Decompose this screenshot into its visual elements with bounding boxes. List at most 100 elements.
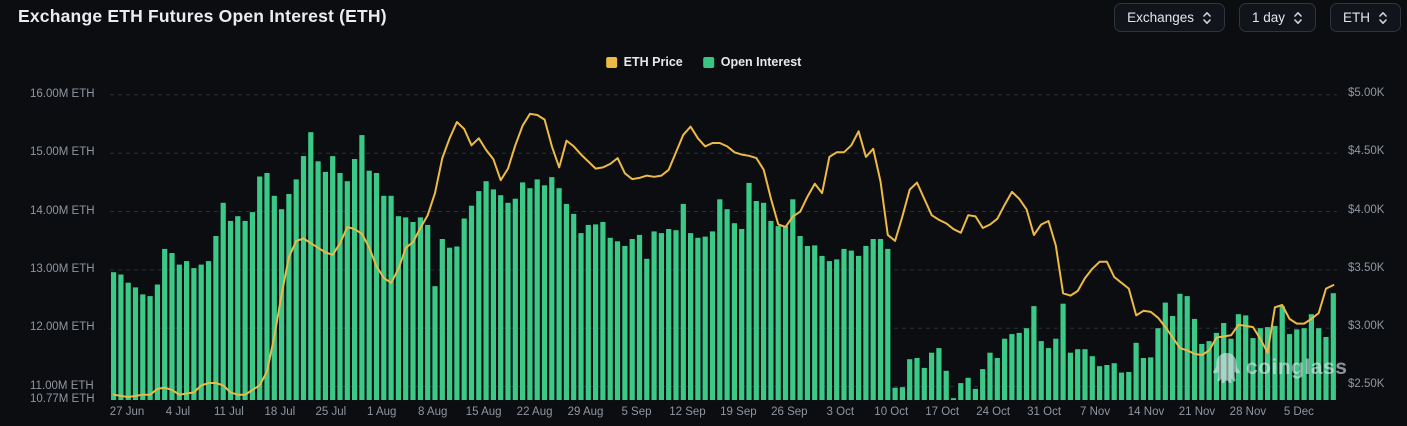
oi-bar bbox=[1191, 318, 1198, 400]
oi-bar bbox=[790, 199, 796, 400]
x-axis-label: 25 Jul bbox=[315, 406, 347, 418]
oi-bar bbox=[271, 195, 277, 400]
interval-select[interactable]: 1 day bbox=[1238, 3, 1316, 32]
x-axis-label: 10 Oct bbox=[874, 406, 909, 418]
oi-bar bbox=[556, 188, 562, 400]
oi-bar bbox=[1111, 363, 1117, 400]
oi-bar bbox=[636, 234, 643, 400]
oi-bar bbox=[432, 286, 438, 400]
oi-bar bbox=[1082, 349, 1088, 400]
oi-bar bbox=[279, 209, 285, 400]
oi-bar bbox=[1140, 358, 1146, 400]
oi-bar bbox=[286, 194, 292, 400]
x-axis-label: 8 Aug bbox=[417, 406, 448, 418]
oi-bar bbox=[1184, 296, 1190, 400]
y-axis-label-left: 11.00M ETH bbox=[30, 379, 94, 392]
oi-bar bbox=[337, 173, 343, 400]
y-axis-label-left: 12.00M ETH bbox=[30, 321, 95, 334]
oi-bar bbox=[235, 216, 241, 400]
oi-bar bbox=[731, 223, 737, 400]
oi-bar bbox=[1053, 338, 1059, 400]
oi-bar bbox=[585, 224, 591, 400]
oi-bar bbox=[658, 233, 664, 400]
oi-bar bbox=[264, 173, 270, 400]
oi-bar bbox=[1257, 328, 1263, 400]
y-axis-label-left: 10.77M ETH bbox=[30, 393, 95, 405]
oi-bar bbox=[176, 264, 182, 400]
oi-bar bbox=[352, 159, 358, 400]
currency-select[interactable]: ETH bbox=[1330, 3, 1401, 32]
oi-bar bbox=[293, 179, 299, 400]
chart-legend: ETH Price Open Interest bbox=[605, 55, 801, 69]
oi-bar bbox=[447, 247, 453, 400]
legend-item-eth-price[interactable]: ETH Price bbox=[605, 55, 683, 69]
oi-bar bbox=[425, 224, 431, 400]
x-axis-label: 14 Nov bbox=[1127, 406, 1165, 418]
oi-bar bbox=[184, 261, 190, 400]
y-axis-label-right: $3.00K bbox=[1348, 320, 1385, 333]
oi-bar bbox=[856, 255, 862, 400]
oi-bar bbox=[841, 248, 847, 400]
oi-bar bbox=[1199, 344, 1205, 400]
oi-bar bbox=[498, 195, 504, 400]
oi-bar bbox=[125, 282, 131, 400]
oi-bar bbox=[782, 226, 789, 400]
oi-bar bbox=[600, 222, 606, 400]
x-axis-label: 18 Jul bbox=[264, 406, 296, 418]
x-axis-label: 17 Oct bbox=[925, 406, 960, 418]
oi-bar bbox=[198, 264, 204, 400]
eth-price-swatch-icon bbox=[605, 56, 617, 68]
oi-bar bbox=[1279, 306, 1285, 400]
legend-label: ETH Price bbox=[623, 55, 683, 69]
oi-bar bbox=[1067, 352, 1073, 400]
oi-bar bbox=[1031, 306, 1037, 400]
oi-bar bbox=[593, 224, 599, 400]
y-axis-label-right: $4.50K bbox=[1348, 145, 1385, 158]
legend-item-open-interest[interactable]: Open Interest bbox=[702, 55, 801, 69]
oi-bar bbox=[958, 383, 964, 400]
interval-select-label: 1 day bbox=[1251, 10, 1285, 25]
oi-bar bbox=[213, 236, 219, 400]
oi-bar bbox=[132, 287, 139, 400]
oi-bar bbox=[527, 188, 533, 400]
exchanges-select[interactable]: Exchanges bbox=[1114, 3, 1225, 32]
oi-bar bbox=[761, 202, 767, 400]
oi-bar bbox=[322, 171, 328, 400]
oi-bar bbox=[468, 205, 475, 400]
oi-bar bbox=[359, 135, 365, 400]
x-axis-label: 28 Nov bbox=[1229, 406, 1267, 418]
oi-bar bbox=[717, 199, 723, 400]
y-axis-label-left: 14.00M ETH bbox=[30, 204, 95, 217]
oi-bar bbox=[1286, 334, 1293, 400]
oi-bar bbox=[1243, 315, 1249, 400]
x-axis-label: 26 Sep bbox=[771, 406, 808, 418]
open-interest-swatch-icon bbox=[702, 56, 714, 68]
oi-bar bbox=[111, 272, 117, 400]
oi-bar bbox=[1089, 356, 1095, 400]
oi-bar bbox=[1323, 337, 1329, 400]
oi-bar bbox=[688, 233, 694, 400]
oi-bar bbox=[476, 191, 482, 400]
oi-bar bbox=[563, 203, 569, 400]
oi-bar bbox=[549, 177, 555, 400]
oi-bar bbox=[410, 222, 416, 400]
oi-bar bbox=[622, 246, 628, 400]
oi-bar bbox=[936, 348, 942, 400]
oi-bar bbox=[490, 189, 496, 400]
oi-bar bbox=[205, 261, 212, 400]
oi-bar bbox=[1023, 328, 1030, 400]
x-axis-label: 1 Aug bbox=[367, 406, 397, 418]
oi-bar bbox=[929, 352, 935, 400]
oi-bar bbox=[227, 220, 234, 400]
oi-bar bbox=[848, 250, 854, 400]
oi-bar bbox=[1294, 329, 1300, 400]
oi-bar bbox=[308, 132, 314, 400]
oi-bar bbox=[1155, 328, 1161, 400]
oi-bar bbox=[1170, 316, 1176, 400]
y-axis-label-right: $5.00K bbox=[1348, 87, 1385, 99]
oi-bar bbox=[950, 398, 957, 400]
oi-bar bbox=[1272, 325, 1278, 400]
oi-bar bbox=[1038, 341, 1044, 400]
oi-bar bbox=[249, 212, 255, 400]
